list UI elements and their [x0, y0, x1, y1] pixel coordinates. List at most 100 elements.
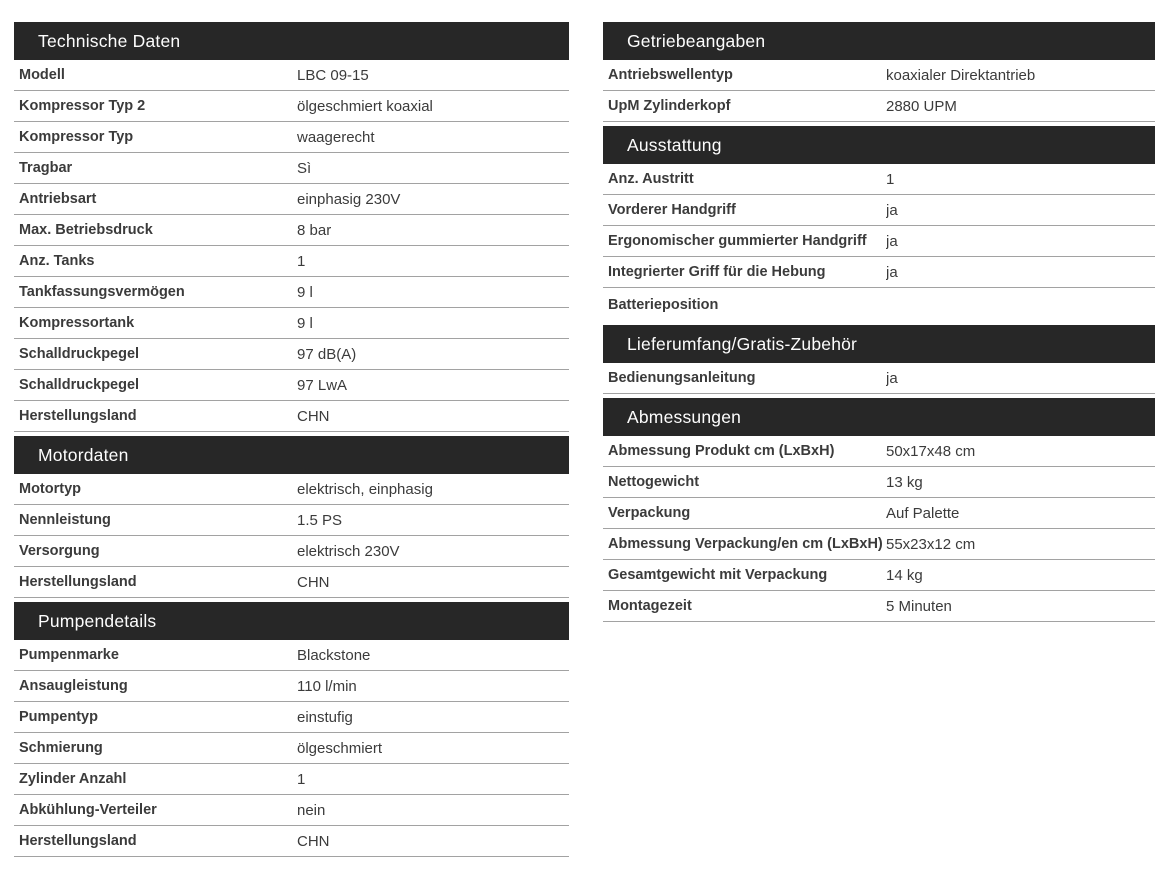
- spec-label: Ergonomischer gummierter Handgriff: [608, 233, 867, 249]
- spec-value: waagerecht: [297, 128, 375, 146]
- table-row: Gesamtgewicht mit Verpackung 14 kg: [603, 560, 1155, 591]
- spec-label: Abkühlung-Verteiler: [19, 802, 157, 818]
- section-title: Abmessungen: [627, 406, 742, 427]
- spec-label: Integrierter Griff für die Hebung: [608, 264, 826, 280]
- spec-label: Pumpentyp: [19, 709, 98, 725]
- spec-column-left: Technische Daten Modell LBC 09-15 Kompresso…: [14, 22, 569, 857]
- spec-label: Max. Betriebsdruck: [19, 222, 153, 238]
- spec-label: Anz. Austritt: [608, 171, 694, 187]
- spec-value: einphasig 230V: [297, 190, 401, 208]
- spec-value: nein: [297, 801, 326, 819]
- spec-value: 2880 UPM: [886, 97, 957, 115]
- spec-value: ölgeschmiert: [297, 739, 383, 757]
- spec-value: 14 kg: [886, 566, 923, 584]
- table-row: Abmessung Verpackung/en cm (LxBxH) 55x23x…: [603, 529, 1155, 560]
- table-row: Ergonomischer gummierter Handgriff ja: [603, 226, 1155, 257]
- section-header: Getriebeangaben: [603, 22, 1155, 60]
- section-pumpendetails: Pumpendetails Pumpenmarke Blackstone Ansaug…: [14, 602, 569, 857]
- table-row: Pumpenmarke Blackstone: [14, 640, 569, 671]
- section-technische-daten: Technische Daten Modell LBC 09-15 Kompresso…: [14, 22, 569, 432]
- table-row: Nennleistung 1.5 PS: [14, 505, 569, 536]
- spec-label: Tankfassungsvermögen: [19, 284, 185, 300]
- spec-label: Zylinder Anzahl: [19, 771, 127, 787]
- spec-label: Antriebsart: [19, 191, 97, 207]
- section-header: Technische Daten: [14, 22, 569, 60]
- spec-value: 1: [886, 170, 895, 188]
- section-lieferumfang-gratis-zubeh-r: Lieferumfang/Gratis-Zubehör Bedienungsanl…: [603, 325, 1155, 394]
- section-motordaten: Motordaten Motortyp elektrisch, einphasig N…: [14, 436, 569, 598]
- spec-value: CHN: [297, 573, 330, 591]
- spec-value: Auf Palette: [886, 504, 960, 522]
- table-row: Nettogewicht 13 kg: [603, 467, 1155, 498]
- table-row: Anz. Tanks 1: [14, 246, 569, 277]
- spec-value: 50x17x48 cm: [886, 442, 976, 460]
- spec-value: CHN: [297, 832, 330, 850]
- spec-value: einstufig: [297, 708, 353, 726]
- table-row: Modell LBC 09-15: [14, 60, 569, 91]
- spec-value: elektrisch, einphasig: [297, 480, 433, 498]
- section-getriebeangaben: Getriebeangaben Antriebswellentyp koaxiale…: [603, 22, 1155, 122]
- table-row: Ansaugleistung 110 l/min: [14, 671, 569, 702]
- spec-label: Versorgung: [19, 543, 100, 559]
- spec-label: Modell: [19, 67, 65, 83]
- table-row: Herstellungsland CHN: [14, 826, 569, 857]
- spec-value: elektrisch 230V: [297, 542, 400, 560]
- spec-value: 5 Minuten: [886, 597, 952, 615]
- spec-label: Gesamtgewicht mit Verpackung: [608, 567, 828, 583]
- section-ausstattung: Ausstattung Anz. Austritt 1 Vorderer Handgr…: [603, 126, 1155, 321]
- table-row: Schalldruckpegel 97 LwA: [14, 370, 569, 401]
- table-row: Kompressor Typ waagerecht: [14, 122, 569, 153]
- spec-column-right: Getriebeangaben Antriebswellentyp koaxiale…: [603, 22, 1155, 622]
- spec-value: 9 l: [297, 283, 313, 301]
- spec-value: CHN: [297, 407, 330, 425]
- spec-label: Schalldruckpegel: [19, 346, 140, 362]
- table-row: Herstellungsland CHN: [14, 567, 569, 598]
- table-row: Schmierung ölgeschmiert: [14, 733, 569, 764]
- table-row: Herstellungsland CHN: [14, 401, 569, 432]
- spec-label: Kompressortank: [19, 315, 135, 331]
- table-row: Abkühlung-Verteiler nein: [14, 795, 569, 826]
- table-row: Abmessung Produkt cm (LxBxH) 50x17x48 cm: [603, 436, 1155, 467]
- table-row: UpM Zylinderkopf 2880 UPM: [603, 91, 1155, 122]
- section-title: Pumpendetails: [38, 610, 157, 631]
- section-abmessungen: Abmessungen Abmessung Produkt cm (LxBxH) 5…: [603, 398, 1155, 622]
- section-header: Ausstattung: [603, 126, 1155, 164]
- spec-value: koaxialer Direktantrieb: [886, 66, 1036, 84]
- section-title: Ausstattung: [627, 134, 722, 155]
- table-row: Versorgung elektrisch 230V: [14, 536, 569, 567]
- table-row: Kompressor Typ 2 ölgeschmiert koaxial: [14, 91, 569, 122]
- spec-value: 97 LwA: [297, 376, 348, 394]
- table-row: Motortyp elektrisch, einphasig: [14, 474, 569, 505]
- spec-label: Nennleistung: [19, 512, 111, 528]
- table-row: Bedienungsanleitung ja: [603, 363, 1155, 394]
- table-row: Kompressortank 9 l: [14, 308, 569, 339]
- spec-value: ja: [886, 201, 898, 219]
- spec-value: ja: [886, 369, 898, 387]
- table-row: Zylinder Anzahl 1: [14, 764, 569, 795]
- spec-label: Batterieposition: [608, 296, 719, 313]
- section-header: Lieferumfang/Gratis-Zubehör: [603, 325, 1155, 363]
- spec-value: 97 dB(A): [297, 345, 357, 363]
- spec-value: LBC 09-15: [297, 66, 369, 84]
- section-header: Motordaten: [14, 436, 569, 474]
- section-title: Getriebeangaben: [627, 30, 766, 51]
- spec-label: Motortyp: [19, 481, 82, 497]
- spec-label: Schalldruckpegel: [19, 377, 140, 393]
- section-header: Pumpendetails: [14, 602, 569, 640]
- spec-label: Vorderer Handgriff: [608, 202, 736, 218]
- spec-value: 55x23x12 cm: [886, 535, 976, 553]
- table-row: Integrierter Griff für die Hebung ja: [603, 257, 1155, 288]
- spec-value: ja: [886, 263, 898, 281]
- table-row: Batterieposition: [603, 288, 1155, 321]
- spec-value: ja: [886, 232, 898, 250]
- spec-label: Herstellungsland: [19, 408, 137, 424]
- spec-value: 1.5 PS: [297, 511, 343, 529]
- table-row: Montagezeit 5 Minuten: [603, 591, 1155, 622]
- spec-value: ölgeschmiert koaxial: [297, 97, 433, 115]
- spec-label: Anz. Tanks: [19, 253, 95, 269]
- spec-label: Schmierung: [19, 740, 103, 756]
- table-row: Antriebswellentyp koaxialer Direktantrieb: [603, 60, 1155, 91]
- spec-label: Herstellungsland: [19, 833, 137, 849]
- spec-label: Herstellungsland: [19, 574, 137, 590]
- spec-label: Abmessung Produkt cm (LxBxH): [608, 443, 835, 459]
